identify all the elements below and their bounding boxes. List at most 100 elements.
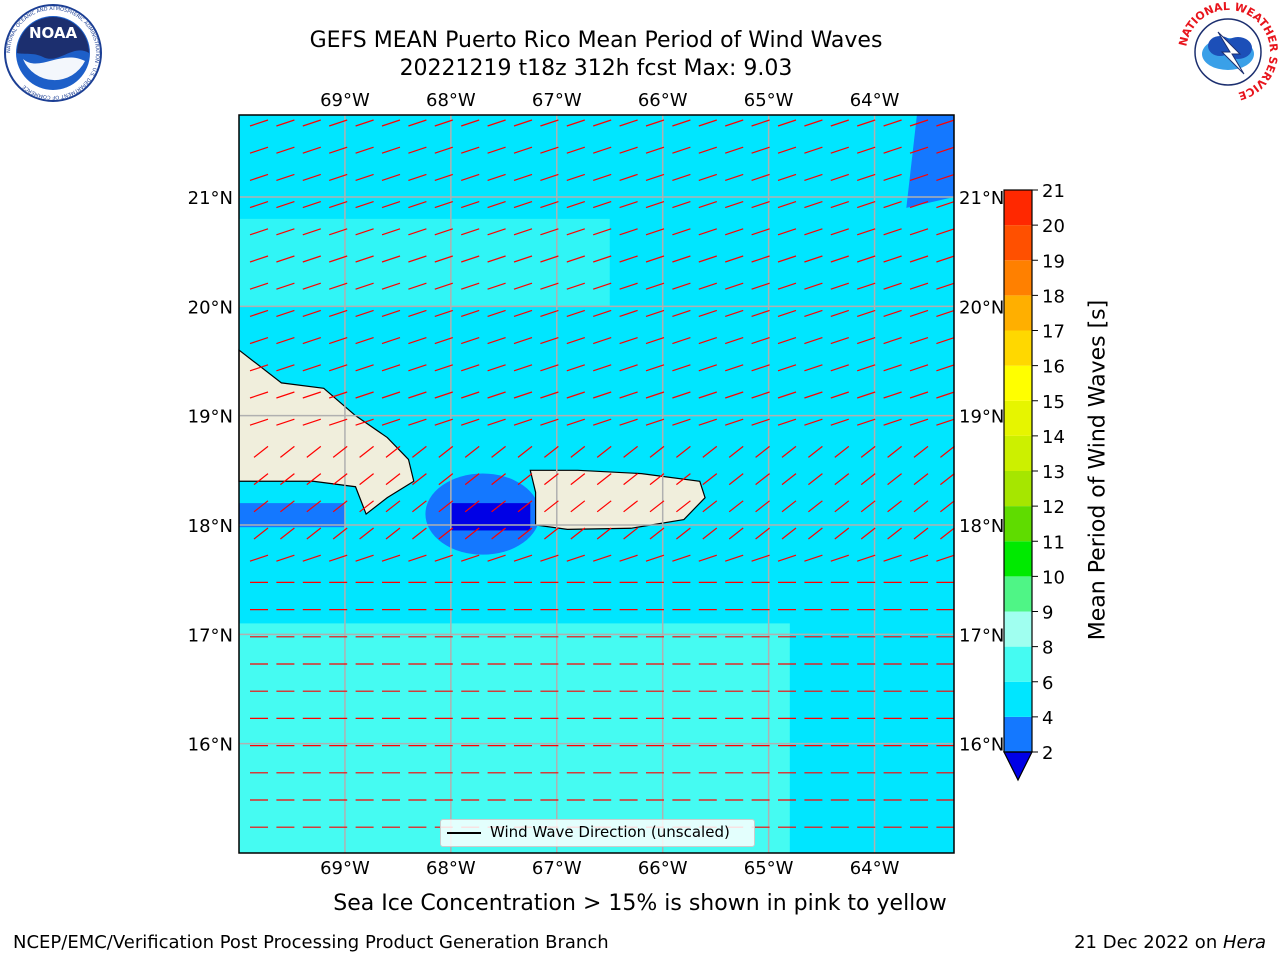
wave-arrow [570, 500, 586, 513]
wave-arrow [751, 201, 770, 209]
wave-arrow [540, 337, 559, 345]
footer-credit: NCEP/EMC/Verification Post Processing Pr… [13, 932, 609, 953]
wave-arrow [359, 473, 374, 486]
wave-arrow [434, 201, 453, 209]
lat-tick-left: 21°N [188, 188, 233, 209]
wave-arrow [385, 527, 401, 540]
wave-arrow [777, 146, 797, 154]
wave-arrow [276, 418, 295, 426]
wave-arrow [725, 418, 744, 426]
wave-arrow [619, 554, 638, 562]
wave-arrow [909, 119, 929, 127]
wave-arrow [672, 173, 691, 181]
wave-arrow [249, 337, 269, 345]
wave-arrow [619, 391, 638, 399]
wave-arrow [698, 282, 717, 290]
wave-arrow [355, 418, 374, 426]
colorbar-swatch [1004, 400, 1032, 436]
wave-arrow [249, 228, 269, 236]
wave-arrow [276, 309, 295, 317]
wave-arrow [830, 146, 849, 154]
wave-arrow [645, 201, 665, 209]
wave-arrow [359, 445, 374, 458]
wave-arrow [909, 201, 929, 209]
wave-arrow [276, 119, 295, 127]
wave-arrow [751, 337, 770, 345]
noaa-logo-text: NOAA [29, 24, 78, 42]
wave-arrow [461, 201, 480, 209]
wave-arrow [566, 146, 585, 154]
colorbar-swatch [1004, 365, 1032, 401]
wave-arrow [804, 201, 823, 209]
wave-arrow [593, 119, 612, 127]
wave-arrow [513, 146, 533, 154]
colorbar-tick-label: 13 [1042, 462, 1065, 483]
land-areas [238, 348, 706, 530]
wave-arrow [385, 473, 401, 486]
wave-arrow [596, 500, 612, 513]
wave-arrow [329, 173, 348, 181]
wave-arrow [804, 119, 823, 127]
wave-arrow [672, 309, 691, 317]
wave-arrow [408, 146, 427, 154]
wave-arrow [566, 364, 585, 372]
wave-arrow [936, 173, 955, 181]
wave-arrow [936, 554, 955, 562]
wave-arrow [781, 527, 797, 540]
wave-arrow [491, 473, 506, 486]
wave-arrow [461, 146, 480, 154]
wave-arrow [857, 418, 876, 426]
wave-arrow [302, 554, 321, 562]
wave-arrow [830, 364, 849, 372]
wave-arrow [777, 201, 797, 209]
colorbar-swatch [1004, 225, 1032, 261]
wave-arrow [645, 391, 665, 399]
wave-arrow [593, 255, 612, 263]
wave-arrow [566, 228, 585, 236]
lon-tick-bottom: 64°W [850, 858, 900, 879]
wave-arrow [487, 391, 506, 399]
noaa-logo-icon: NOAA NATIONAL OCEANIC AND ATMOSPHERIC AD… [4, 4, 102, 102]
wave-arrow [434, 554, 453, 562]
wave-arrow [570, 527, 586, 540]
lat-tick-right: 18°N [959, 516, 1004, 537]
wave-arrow [332, 445, 348, 458]
colorbar: 2 4 6 8 9 10 11 12 13 14 15 16 17 18 19 20 21 [1003, 181, 1065, 782]
wave-arrow [381, 309, 401, 317]
wave-arrow [385, 445, 401, 458]
wave-arrow [491, 527, 506, 540]
wave-arrow [438, 500, 454, 513]
wave-arrow [464, 500, 480, 513]
wave-arrow [566, 309, 585, 317]
wave-arrow [725, 282, 744, 290]
wave-arrow [672, 255, 691, 263]
wave-arrow [276, 228, 295, 236]
wave-arrow [434, 146, 453, 154]
wave-arrow [698, 554, 717, 562]
wave-arrow [540, 228, 559, 236]
wave-arrow [755, 527, 770, 540]
wave-arrow [329, 228, 348, 236]
wave-arrow [883, 554, 902, 562]
wave-arrow [329, 201, 348, 209]
wave-arrow [645, 282, 665, 290]
wave-arrow [804, 173, 823, 181]
wave-arrow [276, 337, 295, 345]
wave-arrow [249, 391, 269, 399]
wave-arrow [487, 255, 506, 263]
wave-arrow [619, 255, 638, 263]
wave-arrow [909, 255, 929, 263]
wave-arrow [672, 418, 691, 426]
wave-arrow [725, 364, 744, 372]
wave-arrow [751, 418, 770, 426]
wave-arrow [329, 364, 348, 372]
wave-arrow [698, 201, 717, 209]
wave-arrow [276, 282, 295, 290]
wave-arrow [593, 146, 612, 154]
wave-arrow [698, 364, 717, 372]
wave-arrow [936, 418, 955, 426]
colorbar-swatch [1004, 295, 1032, 331]
wave-arrow [381, 201, 401, 209]
wave-arrow [302, 391, 321, 399]
